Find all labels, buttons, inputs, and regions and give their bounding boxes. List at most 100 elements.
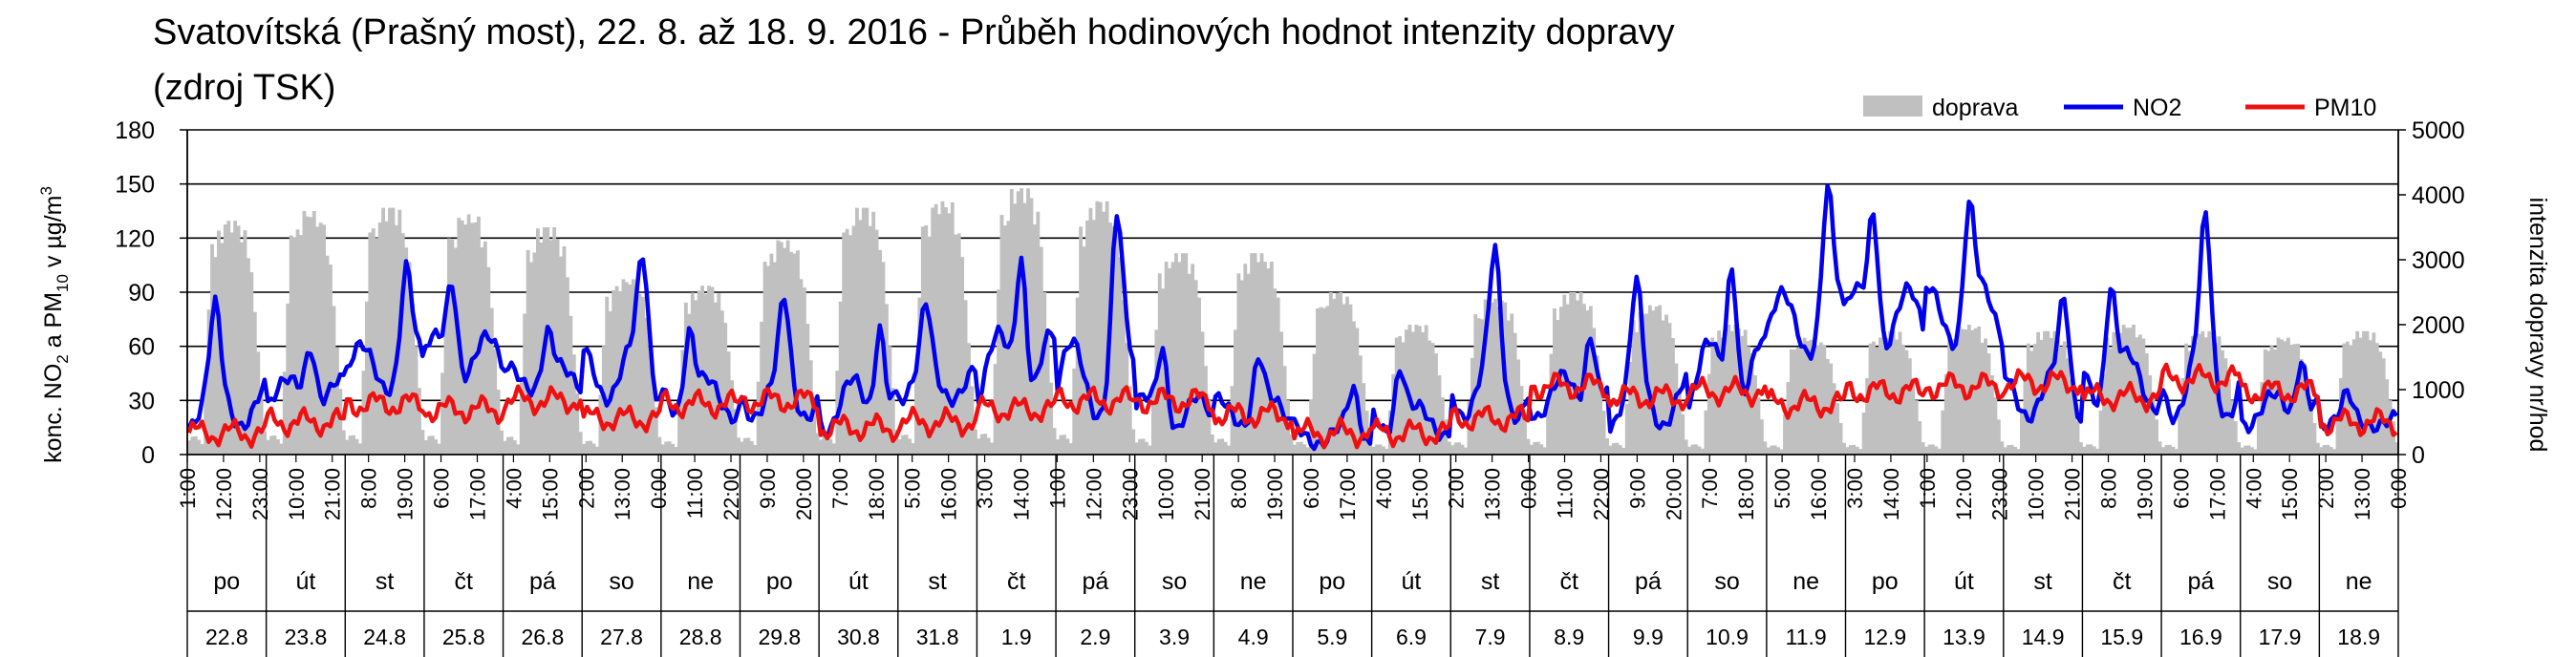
date-label: 9.9 [1633, 625, 1664, 649]
hour-tick-label: 23:00 [1988, 468, 2012, 520]
doprava-bar [694, 300, 698, 455]
day-label: st [376, 568, 395, 595]
doprava-bar [943, 207, 948, 455]
doprava-bar [394, 224, 398, 455]
doprava-bar [760, 321, 764, 455]
doprava-bar [1259, 253, 1264, 455]
doprava-bar [1888, 330, 1893, 455]
doprava-bar [1453, 442, 1458, 455]
doprava-bar [1450, 445, 1455, 455]
doprava-bar [2266, 350, 2271, 455]
date-label: 16.9 [2179, 625, 2222, 649]
doprava-bar [2007, 445, 2011, 455]
right-tick-label-5: 5000 [2412, 117, 2465, 144]
doprava-bar [2230, 400, 2235, 455]
date-label: 15.9 [2100, 625, 2143, 649]
doprava-bar [187, 440, 191, 455]
doprava-bar [1289, 434, 1294, 455]
doprava-bar [1569, 292, 1574, 455]
doprava-bar [973, 429, 977, 455]
doprava-bar [631, 279, 635, 455]
doprava-bar [427, 435, 432, 455]
doprava-bar [2075, 421, 2080, 455]
series-lines-layer [186, 183, 2399, 452]
doprava-bar [848, 235, 852, 455]
day-label: po [766, 568, 793, 595]
doprava-bar [671, 443, 676, 455]
doprava-bar [1414, 325, 1419, 455]
doprava-bar [1513, 332, 1517, 455]
doprava-bar [940, 201, 945, 456]
doprava-bar [2026, 343, 2030, 455]
left-tick-label-3: 90 [128, 280, 155, 307]
hour-tick-label: 21:00 [321, 468, 345, 520]
doprava-bar [309, 217, 313, 455]
doprava-bar [1342, 304, 1346, 455]
doprava-bar [1424, 325, 1428, 455]
doprava-bar [954, 234, 958, 455]
doprava-bar [1407, 325, 1412, 455]
doprava-bar [1368, 438, 1373, 455]
day-label: ne [2346, 568, 2372, 595]
doprava-bar [418, 388, 421, 455]
date-label: 6.9 [1396, 625, 1427, 649]
doprava-bar [440, 372, 444, 455]
doprava-bar [1052, 428, 1057, 455]
doprava-bar [1818, 342, 1823, 455]
doprava-bar [2207, 330, 2212, 455]
doprava-bar [2355, 330, 2360, 455]
doprava-bar [1624, 403, 1629, 455]
doprava-bar [1045, 337, 1050, 455]
left-tick-label-5: 150 [115, 172, 155, 199]
doprava-bar [1227, 445, 1231, 455]
doprava-bar [2269, 346, 2274, 455]
doprava-bar [2066, 358, 2071, 455]
doprava-bar [334, 347, 339, 455]
day-label: po [1872, 568, 1899, 595]
doprava-bar [1216, 438, 1221, 455]
doprava-bar [361, 371, 366, 455]
doprava-bar [1599, 383, 1603, 455]
doprava-bar [924, 225, 929, 455]
doprava-bar [1020, 188, 1024, 455]
day-label: čt [1007, 568, 1026, 595]
doprava-bar [1049, 382, 1054, 455]
doprava-bar [2062, 341, 2067, 455]
day-label: st [928, 568, 947, 595]
left-axis-label-sub2: 10 [54, 274, 72, 292]
doprava-bar [1984, 338, 1987, 455]
date-label: 12.9 [1863, 625, 1906, 649]
doprava-bar [1302, 444, 1307, 455]
doprava-bar [1638, 312, 1642, 455]
doprava-bar [2000, 441, 2005, 455]
doprava-bar [381, 207, 386, 455]
doprava-bar [1694, 444, 1698, 455]
doprava-bar [1519, 386, 1524, 455]
doprava-bar [1447, 441, 1451, 455]
doprava-bar [2164, 445, 2169, 455]
doprava-bar [2365, 330, 2370, 455]
day-date-table: po 22.8 út 23.8 st 24.8 čt 25.8 pá 26.8 so 27.8 ne 28… [186, 455, 2399, 657]
doprava-bar [826, 434, 829, 455]
doprava-bar [1141, 438, 1146, 455]
date-label: 3.9 [1159, 625, 1190, 649]
doprava-bar [1700, 448, 1705, 455]
doprava-bar [519, 377, 524, 455]
doprava-bar [295, 229, 300, 455]
doprava-bar [1927, 444, 1932, 455]
doprava-bar [831, 443, 836, 455]
doprava-bar [1789, 349, 1793, 455]
left-axis-label-sub1: 2 [54, 354, 72, 363]
doprava-bar [2095, 448, 2100, 455]
doprava-bar [2072, 400, 2076, 455]
doprava-bar [1118, 257, 1123, 455]
date-label: 24.8 [363, 625, 406, 649]
hour-tick-label: 6:00 [430, 468, 454, 509]
doprava-bar [1321, 307, 1326, 455]
doprava-bar [1872, 341, 1876, 455]
doprava-bar [2256, 414, 2261, 455]
doprava-bar [733, 409, 738, 455]
doprava-bar [1707, 373, 1711, 455]
doprava-bar [737, 437, 741, 455]
doprava-bar [878, 249, 882, 455]
